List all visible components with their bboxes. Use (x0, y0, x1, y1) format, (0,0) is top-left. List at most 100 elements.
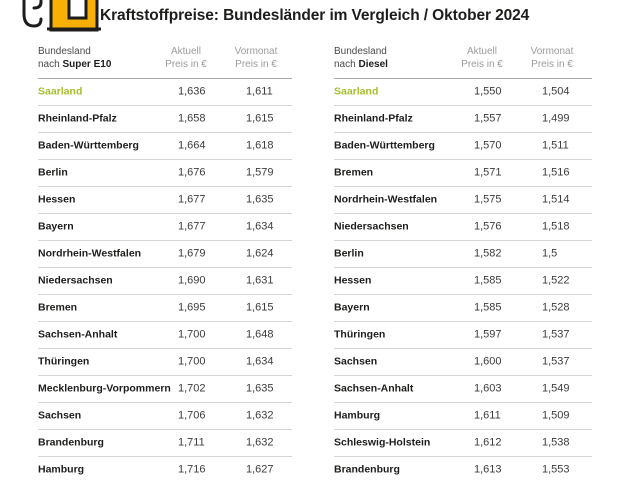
price-vormonat: 1,627 (246, 463, 274, 476)
table-header: Bundesland nach Diesel Aktuell Preis in … (334, 45, 592, 79)
table-row: Brandenburg 1,711 1,632 (38, 430, 292, 457)
price-aktuell: 1,575 (474, 193, 502, 206)
table-row: Bremen 1,695 1,615 (38, 295, 292, 322)
price-vormonat: 1,579 (246, 166, 274, 179)
price-vormonat: 1,634 (246, 220, 274, 233)
state-name: Bremen (38, 301, 78, 314)
state-name: Brandenburg (334, 463, 400, 476)
price-vormonat: 1,553 (542, 463, 570, 476)
state-name: Hamburg (334, 409, 381, 422)
state-name: Rheinland-Pfalz (334, 112, 413, 125)
state-name: Sachsen-Anhalt (38, 328, 118, 341)
table-row: Schleswig-Holstein 1,612 1,538 (334, 430, 592, 457)
price-vormonat: 1,499 (542, 112, 570, 125)
table-row: Sachsen-Anhalt 1,603 1,549 (334, 376, 592, 403)
price-vormonat: 1,537 (542, 328, 570, 341)
table-row: Bremen 1,571 1,516 (334, 160, 592, 187)
table-row: Niedersachsen 1,690 1,631 (38, 268, 292, 295)
price-vormonat: 1,635 (246, 382, 274, 395)
price-aktuell: 1,571 (474, 166, 502, 179)
state-name: Hessen (334, 274, 372, 287)
price-vormonat: 1,618 (246, 139, 274, 152)
state-name: Niedersachsen (38, 274, 113, 287)
state-name: Bayern (38, 220, 74, 233)
table-row: Sachsen 1,706 1,632 (38, 403, 292, 430)
table-row: Baden-Württemberg 1,570 1,511 (334, 133, 592, 160)
table-row: Berlin 1,582 1,5 (334, 241, 592, 268)
state-name: Rheinland-Pfalz (38, 112, 117, 125)
state-name: Berlin (38, 166, 68, 179)
price-vormonat: 1,648 (246, 328, 274, 341)
state-name: Brandenburg (38, 436, 104, 449)
column-header-vormonat: Vormonat Preis in € (234, 46, 278, 70)
column-header-line1: Bundesland (38, 46, 91, 57)
price-vormonat: 1,518 (542, 220, 570, 233)
price-aktuell: 1,658 (178, 112, 206, 125)
price-aktuell: 1,690 (178, 274, 206, 287)
price-aktuell: 1,676 (178, 166, 206, 179)
price-aktuell: 1,706 (178, 409, 206, 422)
price-aktuell: 1,585 (474, 301, 502, 314)
table-row: Hamburg 1,716 1,627 (38, 457, 292, 480)
price-vormonat: 1,632 (246, 436, 274, 449)
fuel-name: Super E10 (62, 58, 112, 70)
price-aktuell: 1,600 (474, 355, 502, 368)
price-aktuell: 1,611 (474, 409, 501, 422)
price-vormonat: 1,634 (246, 355, 274, 368)
price-vormonat: 1,537 (542, 355, 570, 368)
fuel-name: Diesel (358, 58, 388, 70)
masthead: Kraftstoffpreise: Bundesländer im Vergle… (0, 0, 640, 40)
state-name: Sachsen (38, 409, 82, 422)
table-row: Hessen 1,585 1,522 (334, 268, 592, 295)
price-aktuell: 1,557 (474, 112, 502, 125)
state-name: Saarland (334, 85, 379, 98)
column-header-line1: Bundesland (334, 46, 387, 57)
table-row: Berlin 1,676 1,579 (38, 160, 292, 187)
price-vormonat: 1,631 (246, 274, 274, 287)
state-name: Thüringen (334, 328, 386, 341)
price-aktuell: 1,716 (178, 463, 206, 476)
column-header-vormonat: Vormonat Preis in € (530, 46, 574, 70)
price-vormonat: 1,528 (542, 301, 570, 314)
page-title: Kraftstoffpreise: Bundesländer im Vergle… (100, 7, 530, 24)
column-header-bundesland: Bundesland nach Super E10 (38, 46, 111, 71)
price-vormonat: 1,516 (542, 166, 570, 179)
column-header-aktuell: Aktuell Preis in € (461, 46, 503, 70)
price-vormonat: 1,538 (542, 436, 570, 449)
table-row: Sachsen-Anhalt 1,700 1,648 (38, 322, 292, 349)
price-aktuell: 1,582 (474, 247, 502, 260)
table-row: Nordrhein-Westfalen 1,575 1,514 (334, 187, 592, 214)
table-row: Mecklenburg-Vorpommern 1,702 1,635 (38, 376, 292, 403)
state-name: Niedersachsen (334, 220, 409, 233)
price-aktuell: 1,702 (178, 382, 206, 395)
price-vormonat: 1,509 (542, 409, 570, 422)
column-header-line2-prefix: nach (334, 58, 359, 70)
table-row: Saarland 1,636 1,611 (38, 79, 292, 106)
state-name: Baden-Württemberg (38, 139, 139, 152)
price-aktuell: 1,677 (178, 193, 206, 206)
table-row: Rheinland-Pfalz 1,658 1,615 (38, 106, 292, 133)
price-vormonat: 1,504 (542, 85, 570, 98)
state-name: Berlin (334, 247, 364, 260)
price-vormonat: 1,611 (246, 85, 273, 98)
table-body: Saarland 1,636 1,611 Rheinland-Pfalz 1,6… (38, 79, 292, 480)
table-diesel: Bundesland nach Diesel Aktuell Preis in … (334, 45, 592, 480)
table-row: Thüringen 1,700 1,634 (38, 349, 292, 376)
price-aktuell: 1,576 (474, 220, 502, 233)
state-name: Bremen (334, 166, 374, 179)
state-name: Nordrhein-Westfalen (334, 193, 438, 206)
state-name: Thüringen (38, 355, 90, 368)
price-vormonat: 1,549 (542, 382, 570, 395)
state-name: Hessen (38, 193, 76, 206)
price-vormonat: 1,511 (542, 139, 569, 152)
table-row: Baden-Württemberg 1,664 1,618 (38, 133, 292, 160)
price-aktuell: 1,570 (474, 139, 502, 152)
price-aktuell: 1,664 (178, 139, 206, 152)
state-name: Mecklenburg-Vorpommern (38, 382, 171, 395)
price-aktuell: 1,679 (178, 247, 206, 260)
state-name: Hamburg (38, 463, 85, 476)
table-row: Niedersachsen 1,576 1,518 (334, 214, 592, 241)
price-aktuell: 1,613 (474, 463, 502, 476)
price-vormonat: 1,522 (542, 274, 570, 287)
